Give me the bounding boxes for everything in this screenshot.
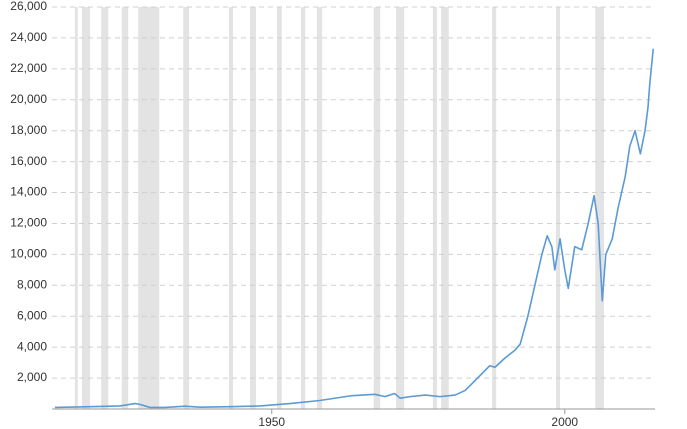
recession-band xyxy=(373,7,381,409)
recession-band xyxy=(277,7,282,409)
y-tick-label: 14,000 xyxy=(10,185,47,199)
recession-band xyxy=(492,7,497,409)
y-tick-label: 18,000 xyxy=(10,123,47,137)
y-tick-label: 24,000 xyxy=(10,30,47,44)
recession-band xyxy=(183,7,190,409)
recession-band xyxy=(250,7,256,409)
y-tick-label: 4,000 xyxy=(17,339,47,353)
recession-band xyxy=(228,7,234,409)
y-tick-label: 8,000 xyxy=(17,277,47,291)
y-tick-label: 12,000 xyxy=(10,216,47,230)
y-tick-label: 26,000 xyxy=(10,0,47,13)
y-tick-label: 22,000 xyxy=(10,61,47,75)
y-tick-label: 20,000 xyxy=(10,92,47,106)
y-tick-label: 10,000 xyxy=(10,247,47,261)
y-tick-label: 16,000 xyxy=(10,154,47,168)
recession-band xyxy=(74,7,78,409)
x-tick-label: 1950 xyxy=(258,415,285,429)
y-tick-label: 6,000 xyxy=(17,308,47,322)
recession-band xyxy=(316,7,323,409)
recession-band xyxy=(301,7,306,409)
recession-band xyxy=(138,7,160,409)
recession-band xyxy=(432,7,438,409)
recession-band xyxy=(395,7,405,409)
x-tick-label: 2000 xyxy=(551,415,578,429)
recession-band xyxy=(101,7,109,409)
data-line xyxy=(54,48,655,409)
recession-band xyxy=(555,7,561,409)
y-tick-label: 2,000 xyxy=(17,370,47,384)
recession-band xyxy=(441,7,449,409)
recession-band xyxy=(595,7,605,409)
recession-band xyxy=(81,7,91,409)
recession-band xyxy=(121,7,129,409)
